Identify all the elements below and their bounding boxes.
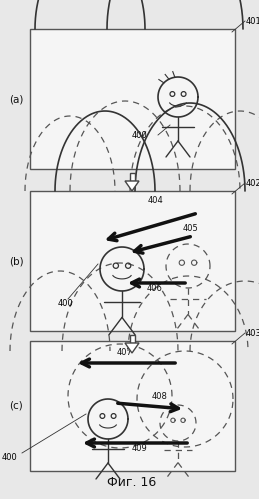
- Text: 409: 409: [132, 444, 148, 453]
- Text: 402: 402: [246, 179, 259, 188]
- Text: 405: 405: [183, 224, 199, 233]
- Text: 400: 400: [58, 298, 74, 307]
- Text: 406: 406: [147, 284, 163, 293]
- Text: (a): (a): [9, 94, 23, 104]
- Polygon shape: [125, 343, 139, 353]
- Text: (c): (c): [9, 401, 23, 411]
- Text: 400: 400: [132, 131, 148, 140]
- Text: 408: 408: [152, 392, 168, 401]
- Text: (b): (b): [9, 256, 23, 266]
- Polygon shape: [130, 335, 134, 343]
- Polygon shape: [125, 181, 139, 191]
- Text: 403: 403: [246, 328, 259, 337]
- Polygon shape: [130, 173, 134, 181]
- Text: 400: 400: [2, 453, 18, 462]
- Text: 407: 407: [117, 348, 133, 357]
- Bar: [30, 29, 235, 169]
- Text: 401: 401: [246, 16, 259, 25]
- Text: 404: 404: [147, 196, 163, 205]
- Bar: [30, 191, 235, 331]
- Text: Фиг. 16: Фиг. 16: [107, 476, 157, 489]
- Bar: [30, 341, 235, 471]
